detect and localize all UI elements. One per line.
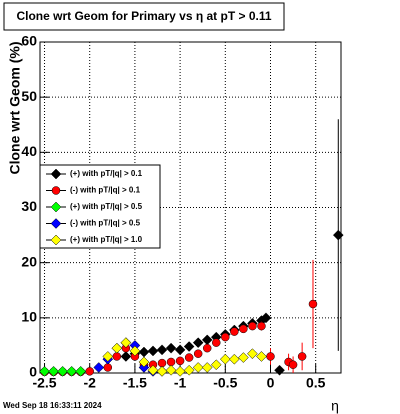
data-point (165, 364, 177, 376)
data-point (120, 337, 132, 349)
data-point (256, 351, 267, 362)
legend-marker (50, 218, 62, 229)
data-point (166, 357, 176, 367)
data-point (102, 351, 114, 362)
title-box (3, 2, 285, 31)
data-point (332, 229, 344, 241)
legend-label: (+) with pT/|q| > 0.5 (70, 202, 143, 211)
data-point (183, 341, 195, 352)
data-point (174, 365, 186, 377)
data-point (201, 362, 213, 373)
y-tick-label: 60 (21, 33, 37, 49)
data-point (129, 345, 141, 357)
x-tick-label: 0 (267, 375, 275, 391)
data-point (120, 351, 132, 362)
data-point (288, 360, 298, 369)
y-tick-label: 0 (29, 364, 37, 380)
data-point (202, 343, 212, 353)
x-tick-label: -1 (174, 375, 187, 391)
data-point (274, 364, 285, 376)
data-point (297, 352, 307, 361)
y-tick-label: 20 (21, 253, 37, 269)
data-point (175, 356, 185, 366)
data-point (138, 356, 150, 368)
data-point (48, 365, 59, 377)
data-point (192, 362, 204, 373)
data-point (93, 362, 105, 373)
data-point (57, 365, 68, 377)
data-point (239, 324, 248, 334)
x-tick-label: -2.5 (32, 375, 56, 391)
data-point (66, 365, 77, 377)
data-point (238, 352, 249, 363)
data-point (230, 327, 239, 336)
data-point (260, 312, 272, 324)
data-point (174, 344, 186, 356)
y-axis-label: Clone wrt Geom (%) (7, 41, 23, 174)
legend-box (39, 164, 161, 249)
legend-marker (50, 234, 62, 246)
data-point (228, 353, 240, 365)
data-point (266, 352, 275, 361)
timestamp: Wed Sep 18 16:33:11 2024 (3, 401, 102, 410)
data-point (212, 338, 221, 347)
data-point (183, 364, 195, 376)
data-point (221, 332, 230, 342)
x-tick-label: -2 (83, 375, 96, 391)
x-tick-label: -0.5 (213, 375, 237, 391)
data-point (39, 365, 50, 377)
data-point (156, 344, 168, 356)
data-point (257, 321, 266, 331)
data-point (147, 345, 159, 357)
legend-marker (51, 186, 61, 195)
legend-label: (-) with pT/|q| > 0.5 (70, 219, 141, 228)
data-point (103, 363, 113, 372)
data-point (193, 349, 203, 358)
data-point (192, 337, 204, 349)
data-point (308, 299, 318, 309)
data-point (138, 362, 150, 373)
data-point (247, 348, 258, 360)
data-point (210, 359, 222, 371)
data-point (111, 342, 123, 354)
x-tick-label: 0.5 (306, 375, 326, 391)
legend-label: (-) with pT/|q| > 0.1 (70, 186, 141, 195)
data-point (165, 342, 177, 354)
data-point (184, 353, 194, 362)
y-tick-label: 30 (21, 198, 37, 214)
y-tick-label: 10 (21, 309, 37, 325)
legend-marker (50, 201, 62, 213)
x-tick-label: -1.5 (123, 375, 147, 391)
data-point (75, 365, 87, 377)
legend-marker (50, 168, 62, 180)
data-point (85, 367, 94, 376)
data-point (156, 365, 168, 377)
chart-title: Clone wrt Geom for Primary vs η at pT > … (16, 9, 271, 23)
y-tick-label: 50 (21, 88, 37, 104)
y-tick-label: 40 (21, 143, 37, 159)
x-axis-label: η (331, 398, 339, 414)
data-point (248, 321, 257, 331)
data-point (219, 353, 231, 365)
data-point (112, 352, 122, 361)
legend-label: (+) with pT/|q| > 1.0 (70, 235, 143, 244)
data-point (147, 364, 159, 376)
legend-label: (+) with pT/|q| > 0.1 (70, 169, 143, 178)
data-point (157, 358, 167, 368)
